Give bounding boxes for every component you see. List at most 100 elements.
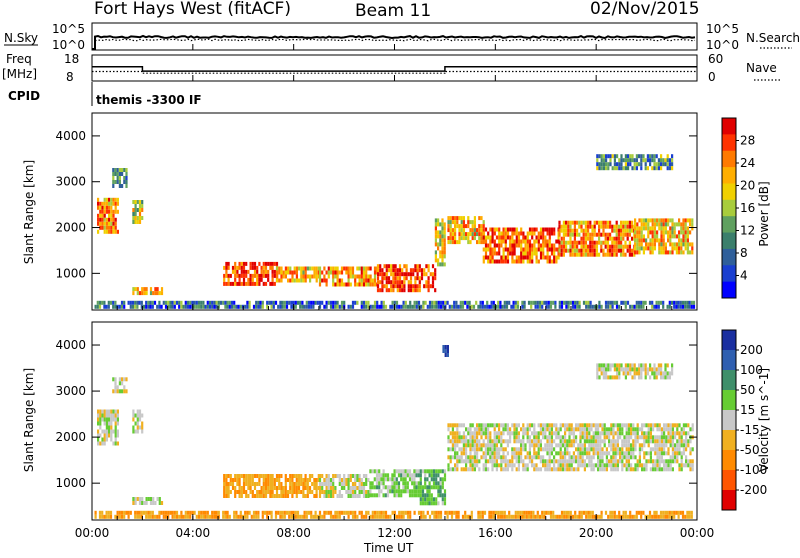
heatmap-cell — [431, 264, 435, 269]
heatmap-cell — [412, 272, 415, 277]
heatmap-cell — [127, 300, 130, 305]
heatmap-cell — [506, 467, 509, 472]
heatmap-cell — [596, 162, 599, 167]
heatmap-cell — [599, 435, 602, 440]
heatmap-cell — [656, 435, 659, 440]
heatmap-cell — [560, 228, 563, 233]
heatmap-cell — [411, 481, 414, 486]
heatmap-cell — [156, 291, 159, 296]
heatmap-cell — [599, 423, 602, 428]
heatmap-cell — [327, 482, 330, 486]
heatmap-cell — [97, 229, 100, 234]
heatmap-cell — [108, 217, 111, 222]
heatmap-cell — [690, 300, 693, 305]
heatmap-cell — [283, 304, 286, 309]
heatmap-cell — [227, 474, 230, 478]
heatmap-cell — [289, 266, 292, 271]
heatmap-cell — [443, 254, 446, 259]
heatmap-cell — [351, 494, 355, 498]
heatmap-cell — [287, 278, 290, 283]
heatmap-cell — [618, 375, 621, 380]
heatmap-cell — [566, 451, 569, 456]
heatmap-cell — [609, 363, 612, 368]
heatmap-cell — [360, 490, 363, 494]
heatmap-cell — [509, 251, 512, 256]
heatmap-cell — [375, 469, 379, 474]
heatmap-cell — [591, 236, 594, 241]
heatmap-cell — [107, 300, 110, 305]
heatmap-cell — [151, 514, 154, 519]
heatmap-cell — [275, 490, 279, 494]
heatmap-cell — [515, 435, 518, 440]
heatmap-cell — [548, 459, 551, 464]
heatmap-cell — [444, 349, 447, 353]
heatmap-cell — [141, 425, 144, 430]
heatmap-cell — [441, 497, 444, 502]
heatmap-cell — [631, 248, 634, 253]
heatmap-cell — [691, 242, 694, 247]
heatmap-cell — [118, 377, 121, 382]
heatmap-cell — [620, 162, 623, 167]
heatmap-cell — [651, 226, 654, 231]
heatmap-cell — [587, 252, 590, 257]
heatmap-cell — [548, 443, 551, 448]
heatmap-cell — [275, 261, 279, 266]
heatmap-cell — [358, 478, 361, 482]
heatmap-cell — [456, 435, 459, 440]
heatmap-cell — [123, 385, 126, 390]
heatmap-cell — [553, 467, 556, 472]
heatmap-cell — [408, 469, 412, 474]
heatmap-cell — [240, 281, 243, 286]
heatmap-cell — [467, 459, 470, 464]
heatmap-cell — [477, 514, 480, 519]
heatmap-cell — [611, 244, 614, 249]
heatmap-cell — [609, 154, 612, 159]
heatmap-cell — [114, 421, 117, 426]
heatmap-cell — [136, 417, 139, 422]
heatmap-cell — [416, 264, 419, 269]
heatmap-cell — [136, 220, 139, 224]
heatmap-cell — [121, 381, 124, 386]
heatmap-cell — [323, 304, 326, 309]
heatmap-cell — [409, 288, 413, 293]
heatmap-cell — [443, 238, 446, 243]
heatmap-cell — [454, 447, 457, 452]
heatmap-cell — [632, 455, 635, 460]
heatmap-cell — [513, 247, 516, 252]
heatmap-cell — [290, 300, 293, 305]
heatmap-cell — [132, 200, 135, 204]
heatmap-cell — [533, 439, 536, 444]
heatmap-cell — [509, 463, 512, 468]
heatmap-cell — [473, 447, 476, 452]
heatmap-cell — [378, 510, 381, 515]
heatmap-cell — [404, 481, 407, 486]
heatmap-cell — [535, 467, 538, 472]
heatmap-cell — [635, 162, 638, 167]
heatmap-cell — [112, 441, 115, 446]
heatmap-cell — [557, 255, 560, 260]
heatmap-cell — [138, 501, 142, 505]
heatmap-cell — [601, 427, 604, 432]
heatmap-cell — [469, 228, 472, 233]
heatmap-cell — [110, 409, 113, 414]
heatmap-cell — [623, 435, 626, 440]
heatmap-cell — [498, 455, 501, 460]
heatmap-cell — [439, 489, 442, 494]
heatmap-cell — [642, 222, 645, 227]
heatmap-cell — [622, 158, 625, 163]
heatmap-cell — [321, 474, 324, 478]
heatmap-cell — [325, 486, 328, 490]
heatmap-cell — [455, 510, 458, 515]
heatmap-cell — [517, 463, 520, 468]
heatmap-cell — [564, 447, 567, 452]
heatmap-cell — [255, 510, 258, 515]
heatmap-cell — [535, 247, 538, 252]
heatmap-cell — [398, 284, 402, 289]
heatmap-cell — [627, 162, 630, 167]
heatmap-cell — [520, 427, 523, 432]
heatmap-cell — [321, 482, 324, 486]
heatmap-cell — [365, 282, 368, 287]
heatmap-cell — [613, 166, 616, 171]
heatmap-cell — [118, 180, 121, 184]
heatmap-cell — [433, 510, 436, 515]
